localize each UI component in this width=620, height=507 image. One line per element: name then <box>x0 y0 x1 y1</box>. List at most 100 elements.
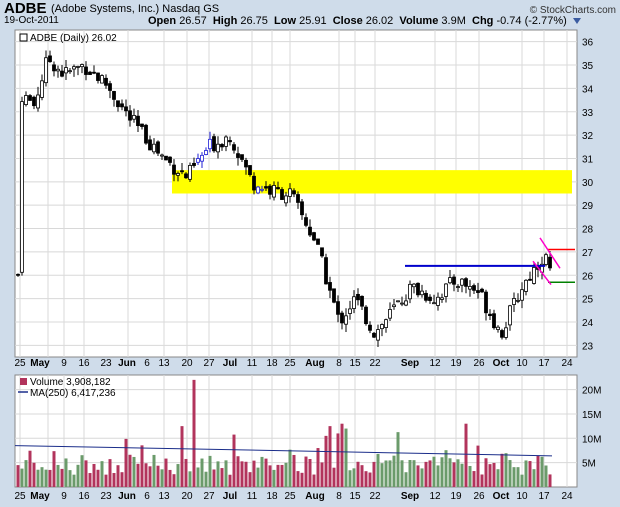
candle-body <box>80 64 84 68</box>
candle-body <box>256 186 260 194</box>
candle-body <box>436 296 440 306</box>
candle-body <box>184 173 188 179</box>
volume-bar <box>288 449 292 487</box>
candle-body <box>324 257 328 285</box>
volume-bar <box>216 461 220 487</box>
volume-bar <box>528 461 532 487</box>
volume-bar <box>120 472 124 487</box>
volume-bar <box>188 471 192 487</box>
volume-bar <box>372 461 376 487</box>
candle-body <box>284 195 288 204</box>
candle-body <box>468 286 472 290</box>
close-label: Close <box>332 15 363 27</box>
volume-bar <box>480 474 484 487</box>
candle-body <box>500 330 504 338</box>
pennant-lower-line <box>532 260 552 286</box>
volume-bar <box>136 463 140 487</box>
candle-body <box>172 164 176 175</box>
volume-bar <box>304 456 308 487</box>
candle-body <box>524 279 528 292</box>
candle-body <box>384 319 388 328</box>
volume-bar <box>220 468 224 487</box>
price-tick-label: 25 <box>582 295 594 306</box>
price-tick-label: 24 <box>582 318 594 329</box>
candle-body <box>140 123 144 127</box>
volume-bar <box>328 426 332 487</box>
ma-line <box>15 445 553 457</box>
volume-bar <box>440 457 444 487</box>
price-legend: ADBE (Daily) 26.02 <box>30 33 117 44</box>
candle-body <box>56 68 60 72</box>
date-tick-label: Oct <box>493 358 510 369</box>
date-tick-label: 11 <box>247 491 258 502</box>
candle-body <box>228 140 232 143</box>
volume-bar <box>84 460 88 487</box>
date-tick-label: Oct <box>493 491 510 502</box>
date-tick-label: 19 <box>450 491 462 502</box>
date-tick-label: 24 <box>561 491 573 502</box>
candle-body <box>456 286 460 288</box>
volume-bar <box>132 456 136 487</box>
candle-body <box>476 290 480 293</box>
volume-bar <box>388 460 392 487</box>
candle-body <box>508 305 512 326</box>
volume-bar <box>180 426 184 487</box>
price-tick-label: 27 <box>582 248 594 259</box>
candle-body <box>264 186 268 189</box>
date-tick-label: 25 <box>284 358 296 369</box>
close-value: 26.02 <box>365 15 394 27</box>
candle-body <box>368 324 372 331</box>
candle-body <box>120 103 124 108</box>
candle-body <box>220 144 224 148</box>
volume-bar <box>500 453 504 487</box>
candle-body <box>352 296 356 309</box>
date-tick-label: 6 <box>144 491 150 502</box>
volume-bar <box>364 471 368 487</box>
candle-body <box>260 188 264 191</box>
candle-body <box>296 194 300 203</box>
volume-bar <box>16 465 20 487</box>
volume-bar <box>400 460 404 487</box>
credit-text: © StockCharts.com <box>529 5 616 16</box>
candle-body <box>244 159 248 168</box>
candle-body <box>320 247 324 257</box>
volume-bar <box>28 450 32 487</box>
candle-body <box>40 80 44 98</box>
candle-body <box>24 95 28 105</box>
volume-bar <box>408 459 412 487</box>
volume-bar <box>280 464 284 487</box>
candle-body <box>204 150 208 155</box>
volume-bar <box>156 465 160 487</box>
candle-body <box>280 189 284 200</box>
candle-body <box>216 143 220 153</box>
volume-tick-label: 20M <box>582 386 601 397</box>
ma-legend: MA(250) 6,417,236 <box>30 388 116 399</box>
volume-bar <box>68 470 72 487</box>
volume-value: 3.9M <box>441 15 466 27</box>
date-tick-label: 25 <box>14 491 26 502</box>
chg-value: -0.74 (-2.77%) <box>496 15 567 27</box>
date-tick-label: 23 <box>100 358 112 369</box>
date-tick-label: Jul <box>223 358 238 369</box>
volume-bar <box>172 474 176 487</box>
candle-body <box>332 288 336 303</box>
volume-bar <box>476 445 480 487</box>
price-tick-label: 26 <box>582 271 594 282</box>
dropdown-arrow-icon[interactable] <box>572 18 581 25</box>
volume-bar <box>260 456 264 487</box>
candle-body <box>64 67 68 74</box>
date-tick-label: 18 <box>266 358 278 369</box>
pennant-upper-line <box>539 237 561 269</box>
candle-body <box>76 66 80 68</box>
candle-body <box>276 187 280 190</box>
price-tick-label: 34 <box>582 84 594 95</box>
date-tick-label: 22 <box>369 358 381 369</box>
candle-body <box>300 201 304 216</box>
volume-bar <box>432 456 436 487</box>
candle-body <box>132 115 136 120</box>
company-name: (Adobe Systems, Inc.) Nasdaq GS <box>51 3 220 15</box>
volume-bar <box>416 465 420 487</box>
volume-bar <box>196 467 200 487</box>
volume-bar <box>376 453 380 487</box>
